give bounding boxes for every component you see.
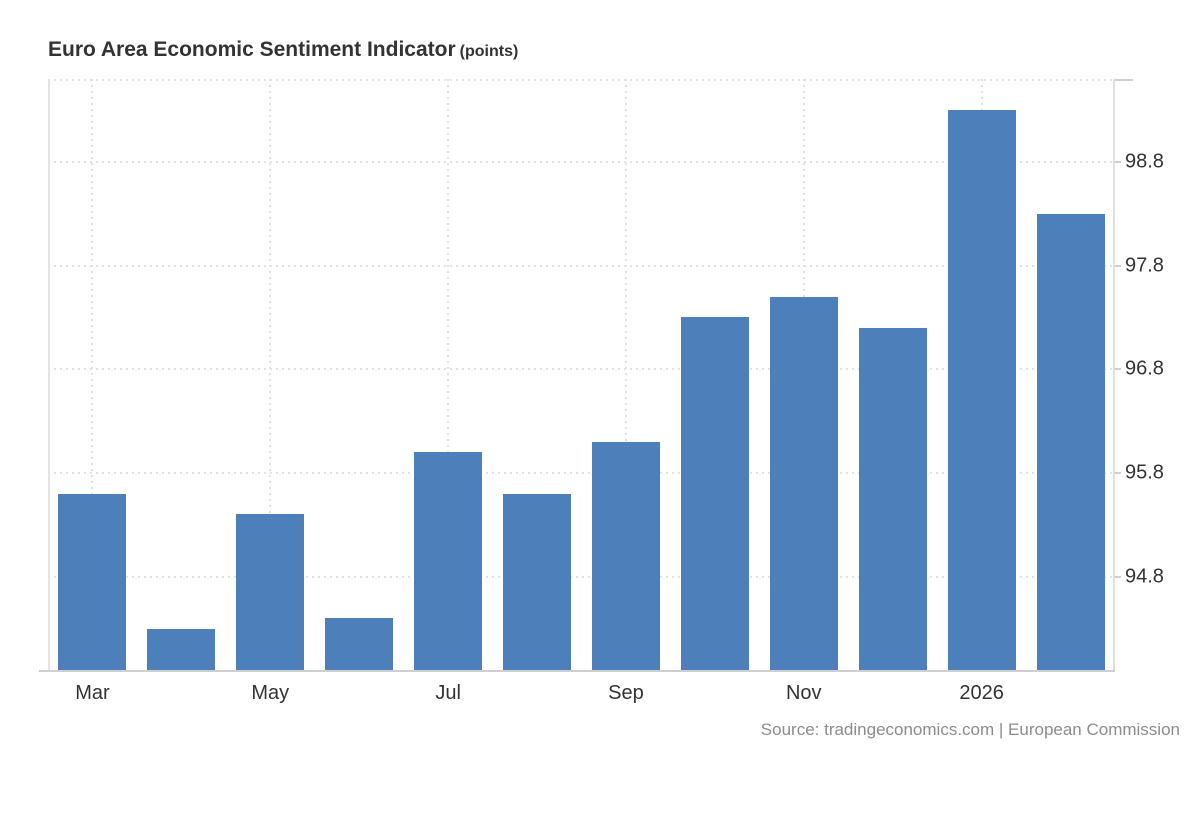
source-attribution: Source: tradingeconomics.com | European … bbox=[760, 720, 1180, 739]
horizontal-gridline-94.8 bbox=[48, 575, 1115, 578]
y-axis-label-95.8: 95.8 bbox=[1125, 461, 1164, 484]
x-axis-label-2026: 2026 bbox=[959, 682, 1004, 704]
horizontal-gridline-95.8 bbox=[48, 472, 1115, 474]
y-axis-label-98.8: 98.8 bbox=[1125, 150, 1164, 173]
x-axis-label-Mar: Mar bbox=[75, 682, 110, 704]
vertical-gridline-May bbox=[269, 79, 272, 670]
bar-aug[interactable] bbox=[503, 493, 572, 670]
bar-apr[interactable] bbox=[147, 628, 216, 670]
x-axis-label-May: May bbox=[251, 682, 290, 704]
chart-title-unit: (points) bbox=[459, 43, 519, 60]
y-axis-label-96.8: 96.8 bbox=[1125, 357, 1164, 380]
y-axis-top-tick bbox=[1115, 79, 1133, 81]
horizontal-gridline-96.8 bbox=[48, 368, 1115, 371]
plot-left-border bbox=[48, 79, 50, 670]
bar-oct[interactable] bbox=[680, 317, 749, 670]
y-axis-tick-98.8 bbox=[1115, 160, 1121, 163]
plot-top-border bbox=[48, 79, 1115, 81]
y-axis-line bbox=[1113, 79, 1115, 670]
horizontal-gridline-98.8 bbox=[48, 160, 1115, 163]
vertical-gridline-Jul bbox=[447, 79, 450, 670]
y-axis-tick-94.8 bbox=[1115, 575, 1121, 578]
plot-area bbox=[39, 79, 1115, 672]
x-axis-label-Nov: Nov bbox=[785, 682, 822, 704]
horizontal-gridline-97.8 bbox=[48, 264, 1115, 267]
bar-sep[interactable] bbox=[591, 441, 660, 670]
y-axis-label-94.8: 94.8 bbox=[1125, 565, 1164, 588]
chart-title-text: Euro Area Economic Sentiment Indicator bbox=[48, 38, 456, 61]
y-axis-tick-96.8 bbox=[1115, 368, 1121, 371]
y-axis-tick-97.8 bbox=[1115, 264, 1121, 267]
chart-title: Euro Area Economic Sentiment Indicator (p… bbox=[48, 38, 518, 62]
bar-jan-2026[interactable] bbox=[947, 110, 1016, 670]
vertical-gridline-Sep bbox=[624, 79, 627, 670]
x-axis-line bbox=[39, 670, 1115, 672]
bar-jun[interactable] bbox=[325, 618, 394, 670]
bar-may[interactable] bbox=[236, 514, 305, 670]
y-axis-tick-95.8 bbox=[1115, 472, 1121, 474]
bar-nov[interactable] bbox=[769, 296, 838, 670]
bar-dec[interactable] bbox=[858, 327, 927, 670]
y-axis-label-97.8: 97.8 bbox=[1125, 254, 1164, 277]
x-axis-label-Sep: Sep bbox=[608, 682, 644, 704]
vertical-gridline-Mar bbox=[91, 79, 94, 670]
bar-feb-2026[interactable] bbox=[1036, 213, 1105, 670]
bar-jul[interactable] bbox=[414, 452, 483, 670]
bar-mar[interactable] bbox=[58, 493, 127, 670]
x-axis-label-Jul: Jul bbox=[435, 682, 461, 704]
